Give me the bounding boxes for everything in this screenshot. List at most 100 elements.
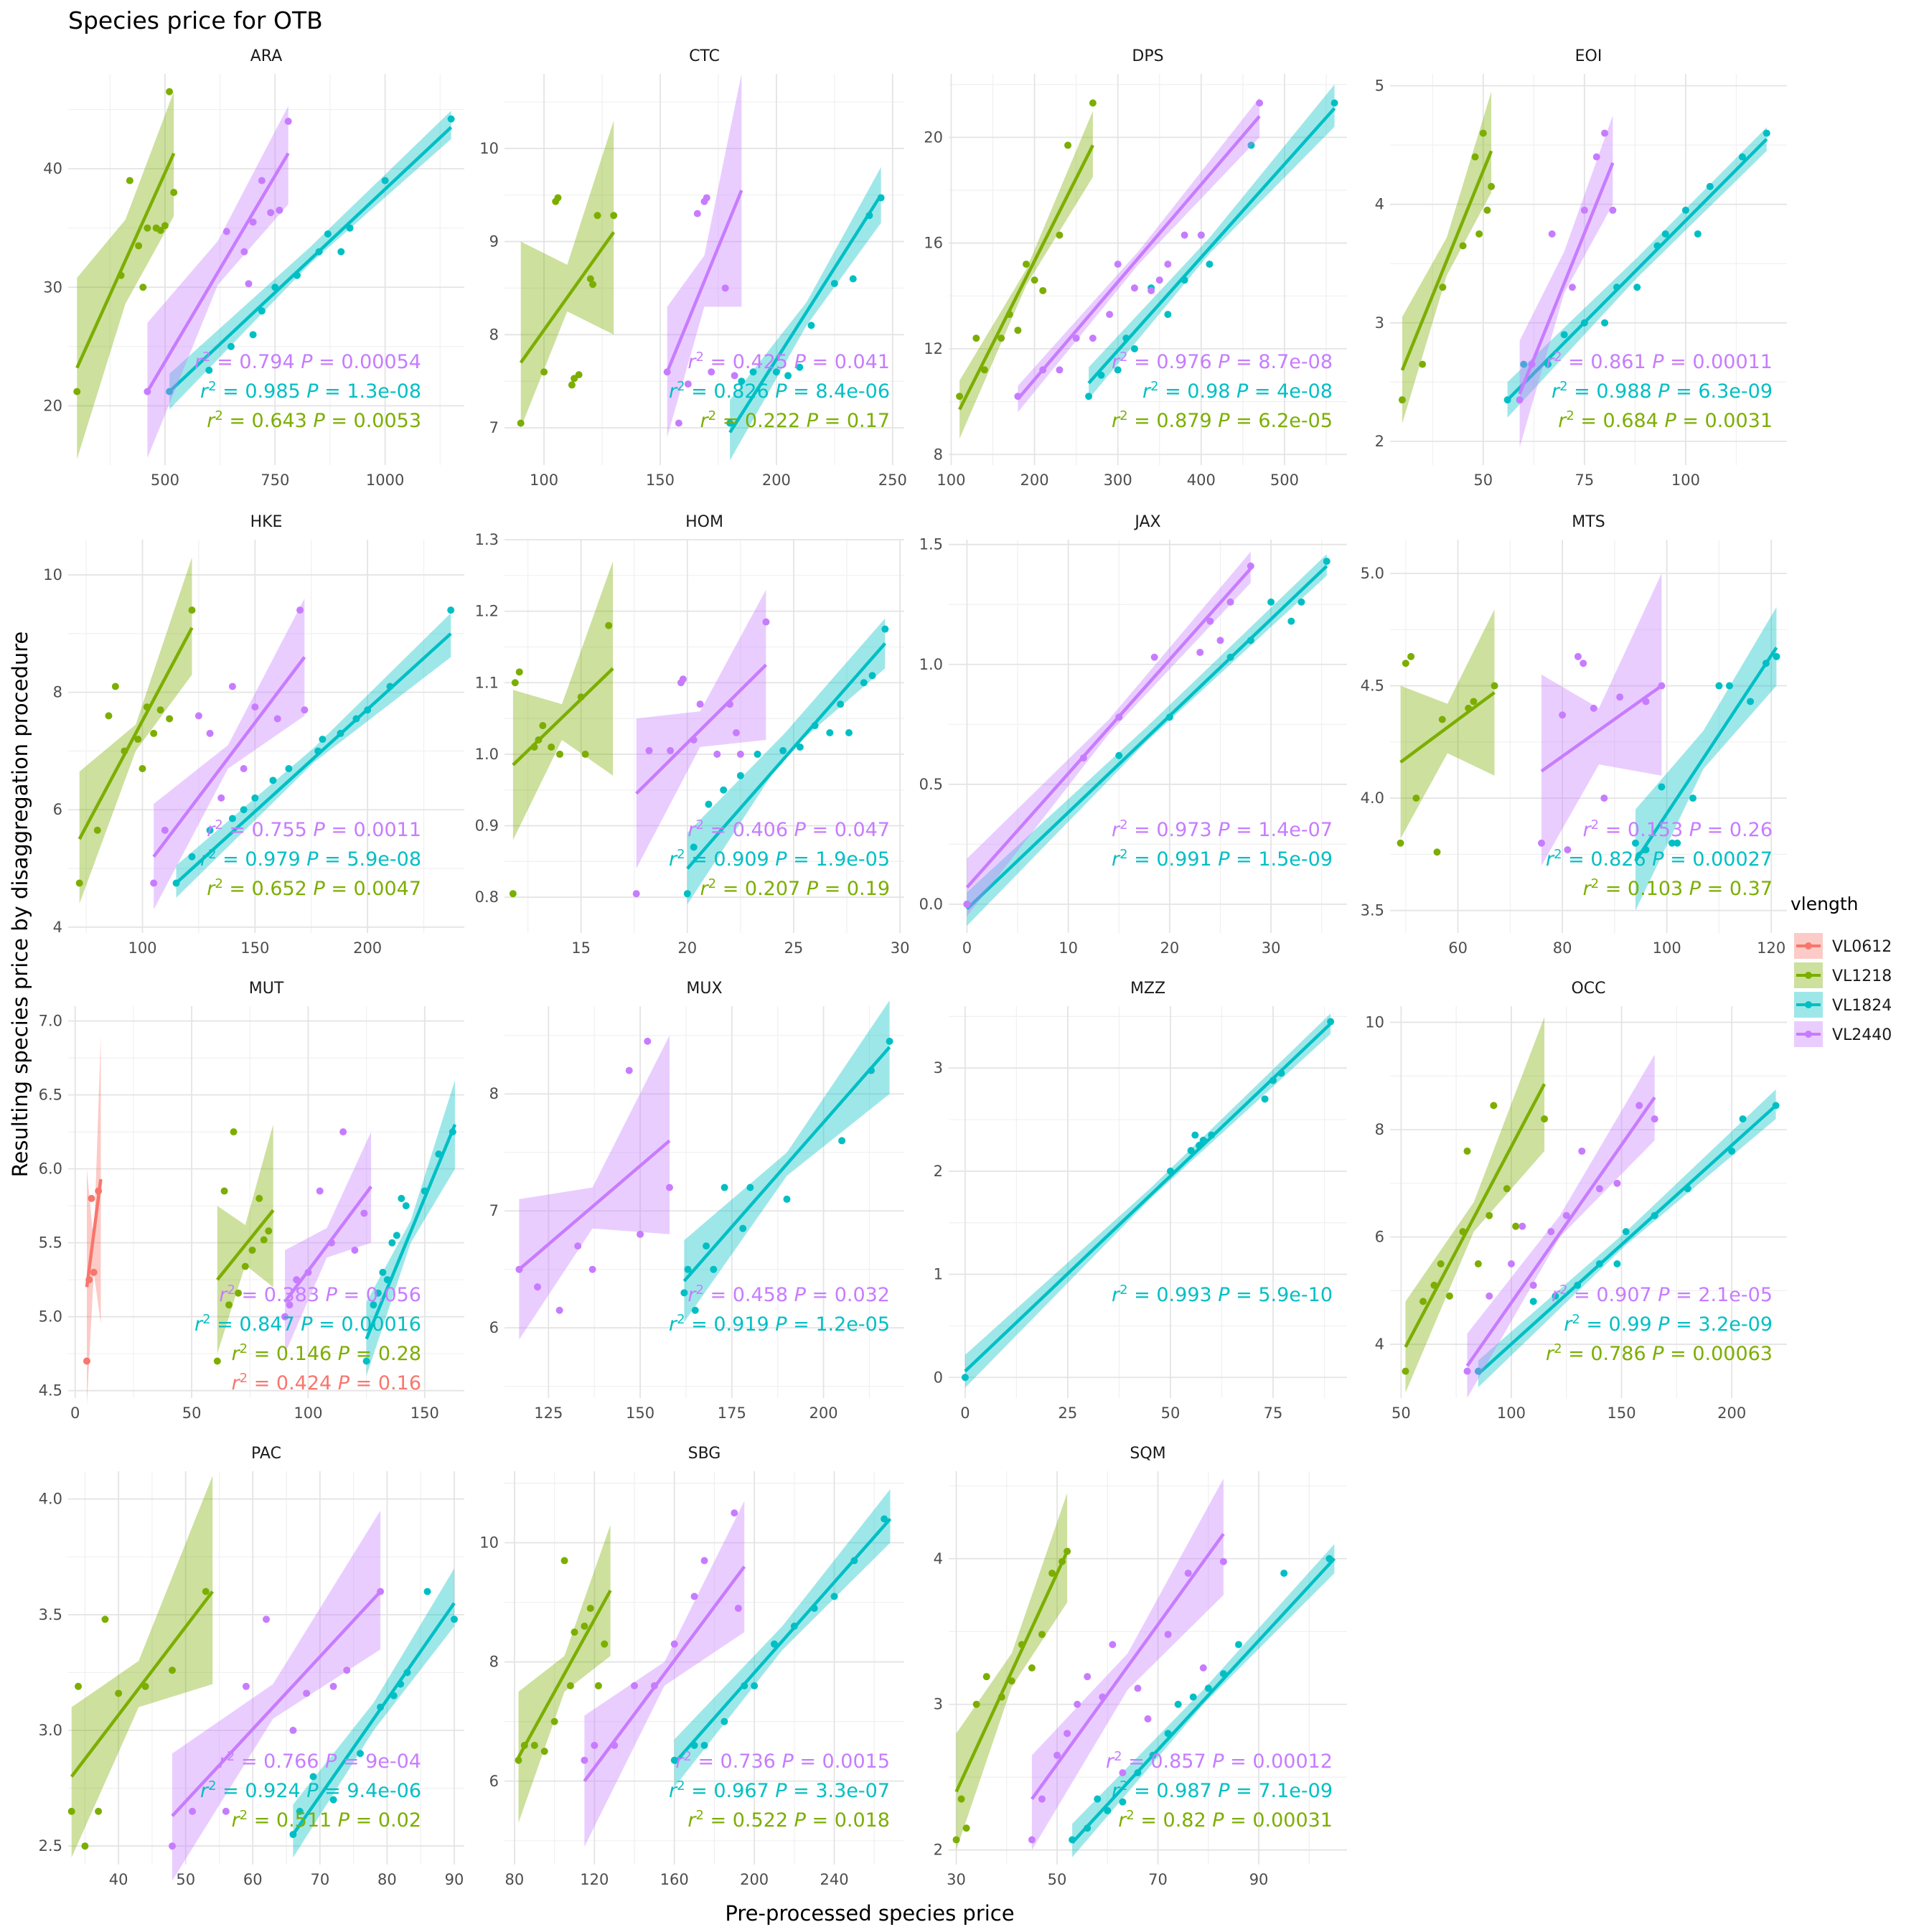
- data-point: [1219, 1670, 1227, 1678]
- regression-line: [635, 663, 768, 795]
- data-point: [810, 1604, 818, 1612]
- data-point: [726, 419, 734, 427]
- data-point: [1174, 1700, 1182, 1708]
- data-point: [285, 764, 293, 772]
- data-point: [700, 1741, 708, 1749]
- data-point: [117, 271, 125, 279]
- data-point: [749, 368, 757, 376]
- data-point: [144, 224, 151, 232]
- data-point: [807, 322, 815, 329]
- data-point: [1147, 286, 1155, 294]
- data-point: [449, 1128, 456, 1136]
- data-point: [1613, 1260, 1621, 1268]
- panel-title: MZZ: [1130, 980, 1165, 998]
- data-point: [1150, 653, 1158, 661]
- data-point: [1072, 334, 1080, 342]
- data-point: [826, 729, 834, 737]
- data-point: [1114, 261, 1122, 268]
- data-point: [1715, 682, 1723, 690]
- confidence-band: [87, 1036, 101, 1406]
- data-point: [1547, 1228, 1555, 1236]
- x-tick-label: 100: [1653, 939, 1681, 957]
- data-point: [1574, 1281, 1582, 1289]
- data-point: [1529, 1281, 1537, 1289]
- data-point: [1516, 396, 1524, 404]
- data-point: [703, 1242, 710, 1250]
- data-point: [150, 729, 158, 737]
- confidence-band: [520, 120, 614, 428]
- data-point: [1181, 231, 1188, 239]
- y-tick-label: 6: [53, 801, 62, 818]
- data-point: [329, 1796, 337, 1804]
- x-tick-label: 160: [660, 1871, 689, 1888]
- data-point: [886, 1037, 893, 1045]
- x-tick-label: 70: [1148, 1871, 1168, 1888]
- data-point: [255, 1194, 263, 1202]
- data-point: [1631, 839, 1639, 847]
- data-point: [1297, 598, 1305, 606]
- x-tick-label: 50: [176, 1871, 195, 1888]
- data-point: [881, 1515, 888, 1523]
- data-point: [156, 227, 164, 234]
- data-point: [998, 1693, 1005, 1701]
- data-point: [690, 736, 698, 744]
- data-point: [169, 1842, 177, 1850]
- panel-mux: MUX 125 150 175 200 6 7 8 r2 = 0.458 P = 0.032 r2…: [489, 980, 904, 1422]
- data-point: [577, 693, 585, 701]
- data-point: [770, 1640, 778, 1648]
- data-point: [251, 703, 259, 711]
- series-vl1218: [75, 557, 196, 904]
- regression-line: [1016, 115, 1261, 400]
- y-tick-label: 1.1: [475, 674, 499, 691]
- y-tick-label: 2: [934, 1163, 943, 1180]
- legend-items: VL0612 VL1218 VL1824 VL2440: [1794, 933, 1892, 1047]
- legend-label: VL0612: [1832, 938, 1892, 956]
- data-point: [1191, 1131, 1199, 1139]
- stat-label-vl1218: r2 = 0.146 P = 0.28: [232, 1341, 421, 1365]
- data-point: [566, 1682, 574, 1689]
- x-axis-label: Pre-processed species price: [725, 1901, 1014, 1926]
- data-point: [1119, 1798, 1127, 1806]
- data-point: [1402, 660, 1409, 667]
- regression-line: [958, 144, 1094, 411]
- series-vl1218: [1397, 609, 1498, 856]
- data-point: [1541, 1115, 1549, 1123]
- data-point: [1562, 1211, 1570, 1219]
- minor-gridlines: [68, 1006, 464, 1398]
- data-point: [1430, 1281, 1438, 1289]
- data-point: [691, 1306, 699, 1314]
- y-tick-label: 0.0: [919, 896, 943, 913]
- data-point: [362, 1357, 370, 1365]
- data-point: [830, 1593, 838, 1600]
- y-tick-label: 0.9: [475, 817, 499, 835]
- x-tick-label: 200: [762, 472, 791, 489]
- x-tick-label: 0: [70, 1405, 80, 1422]
- data-point: [1552, 1292, 1559, 1300]
- data-point: [1164, 1631, 1172, 1638]
- data-point: [1226, 598, 1234, 606]
- x-tick-label: 175: [718, 1405, 746, 1422]
- data-point: [303, 1689, 311, 1697]
- data-point: [1548, 230, 1556, 238]
- stat-label-vl1824: r2 = 0.98 P = 4e-08: [1142, 379, 1333, 403]
- data-point: [403, 1669, 411, 1677]
- regression-line: [1518, 162, 1615, 395]
- data-point: [1519, 1222, 1526, 1230]
- data-point: [517, 419, 525, 427]
- data-point: [530, 743, 538, 751]
- data-point: [258, 177, 266, 184]
- data-point: [796, 363, 804, 371]
- confidence-band: [687, 618, 886, 905]
- data-point: [957, 1795, 965, 1803]
- data-point: [402, 1202, 410, 1210]
- x-tick-label: 100: [937, 472, 965, 489]
- data-point: [1474, 1367, 1482, 1375]
- data-point: [790, 1622, 798, 1630]
- x-tick-label: 50: [1473, 472, 1493, 489]
- major-gridlines: [949, 1471, 1347, 1865]
- data-point: [601, 1640, 609, 1648]
- y-tick-label: 6: [1375, 1229, 1384, 1246]
- data-point: [1149, 1751, 1157, 1759]
- data-point: [972, 334, 980, 342]
- data-point: [1616, 693, 1624, 701]
